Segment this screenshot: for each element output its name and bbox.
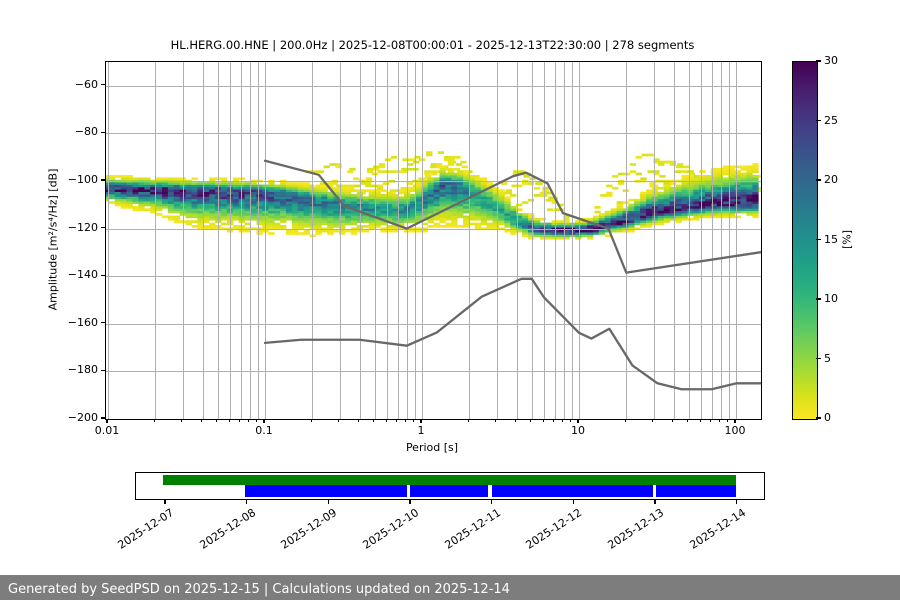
y-tick-label: −100: [67, 173, 98, 186]
x-minor-tick: [396, 419, 398, 422]
x-minor-tick: [239, 419, 241, 422]
timeline-used-segment: [245, 484, 407, 497]
x-minor-tick: [385, 419, 387, 422]
x-minor-tick: [719, 419, 721, 422]
y-tick-label: −60: [74, 77, 98, 91]
x-minor-tick: [495, 419, 497, 422]
x-minor-tick: [562, 419, 564, 422]
colorbar-tick-label: 10: [824, 292, 838, 305]
timeline-tick: [409, 499, 411, 504]
x-minor-tick: [405, 419, 407, 422]
y-tick-label: −160: [67, 315, 98, 329]
x-minor-tick: [310, 419, 312, 422]
footer-bar: Generated by SeedPSD on 2025-12-15 | Cal…: [0, 575, 900, 600]
colorbar-tick-label: 0: [824, 411, 831, 424]
timeline-tick: [654, 499, 656, 504]
x-tick-label: 10: [571, 424, 585, 437]
timeline-tick: [327, 499, 329, 504]
colorbar-tick-label: 5: [824, 351, 831, 365]
x-minor-tick: [542, 419, 544, 422]
plot-title: HL.HERG.00.HNE | 200.0Hz | 2025-12-08T00…: [170, 38, 695, 52]
x-minor-tick: [181, 419, 183, 422]
x-tick: [263, 419, 265, 423]
x-minor-tick: [727, 419, 729, 422]
x-tick-label: 1: [417, 424, 425, 437]
x-minor-tick: [153, 419, 155, 422]
x-tick-label: 0.1: [255, 424, 273, 437]
y-tick: [100, 131, 105, 133]
colorbar-tick: [816, 60, 821, 62]
colorbar-tick: [816, 417, 821, 419]
x-minor-tick: [413, 419, 415, 422]
x-minor-tick: [216, 419, 218, 422]
timeline-coverage-segment: [163, 474, 736, 485]
x-tick-label: 0.01: [94, 424, 120, 437]
timeline-used-segment: [410, 484, 489, 497]
colorbar-tick-label: 25: [824, 113, 838, 127]
x-axis-label: Period [s]: [405, 441, 459, 454]
x-minor-tick: [248, 419, 250, 422]
y-tick-label: −200: [67, 411, 98, 424]
x-minor-tick: [672, 419, 674, 422]
x-minor-tick: [710, 419, 712, 422]
x-minor-tick: [256, 419, 258, 422]
colorbar-tick-label: 15: [824, 232, 838, 246]
colorbar-tick: [816, 179, 821, 181]
colorbar-tick: [816, 298, 821, 300]
colorbar-tick: [816, 357, 821, 360]
timeline-tick: [246, 499, 248, 504]
x-minor-tick: [687, 419, 689, 422]
x-minor-tick: [515, 419, 517, 422]
timeline-tick: [736, 499, 738, 504]
footer-text: Generated by SeedPSD on 2025-12-15 | Cal…: [8, 582, 510, 597]
x-minor-tick: [228, 419, 230, 422]
x-minor-tick: [358, 419, 360, 422]
y-axis-label: Amplitude [m²/s⁴/Hz] [dB]: [46, 168, 60, 311]
y-tick-label: −180: [67, 363, 98, 377]
x-tick: [734, 419, 736, 423]
timeline-used-segment: [655, 484, 736, 497]
x-minor-tick: [373, 419, 375, 422]
x-minor-tick: [699, 419, 701, 422]
x-tick-label: 100: [724, 424, 746, 437]
x-minor-tick: [624, 419, 626, 422]
colorbar-tick-label: 30: [824, 54, 838, 67]
y-tick: [100, 417, 105, 419]
timeline-tick: [572, 499, 574, 504]
colorbar-canvas: [793, 62, 817, 419]
y-tick: [100, 369, 105, 371]
colorbar-tick-label: 20: [824, 173, 838, 186]
y-tick-label: −140: [67, 268, 98, 282]
x-minor-tick: [201, 419, 203, 422]
x-tick: [106, 419, 108, 423]
ppsd-histogram-canvas: [106, 62, 761, 419]
x-minor-tick: [467, 419, 469, 422]
y-tick: [100, 227, 105, 229]
x-minor-tick: [530, 419, 532, 422]
x-tick: [577, 419, 579, 423]
colorbar: [792, 61, 818, 420]
colorbar-tick: [816, 238, 821, 241]
x-minor-tick: [570, 419, 572, 422]
timeline-used-segment: [491, 484, 654, 497]
y-tick: [100, 274, 105, 276]
x-tick: [420, 419, 422, 423]
x-minor-tick: [652, 419, 654, 422]
timeline-tick: [164, 499, 166, 504]
y-tick-label: −80: [74, 125, 98, 139]
x-minor-tick: [338, 419, 340, 422]
y-tick: [100, 179, 105, 181]
y-tick-label: −120: [67, 220, 98, 234]
y-tick: [100, 84, 105, 86]
timeline-tick: [491, 499, 493, 504]
x-minor-tick: [553, 419, 555, 422]
y-tick: [100, 322, 105, 324]
plot-area: [105, 61, 762, 420]
colorbar-tick: [816, 119, 821, 122]
